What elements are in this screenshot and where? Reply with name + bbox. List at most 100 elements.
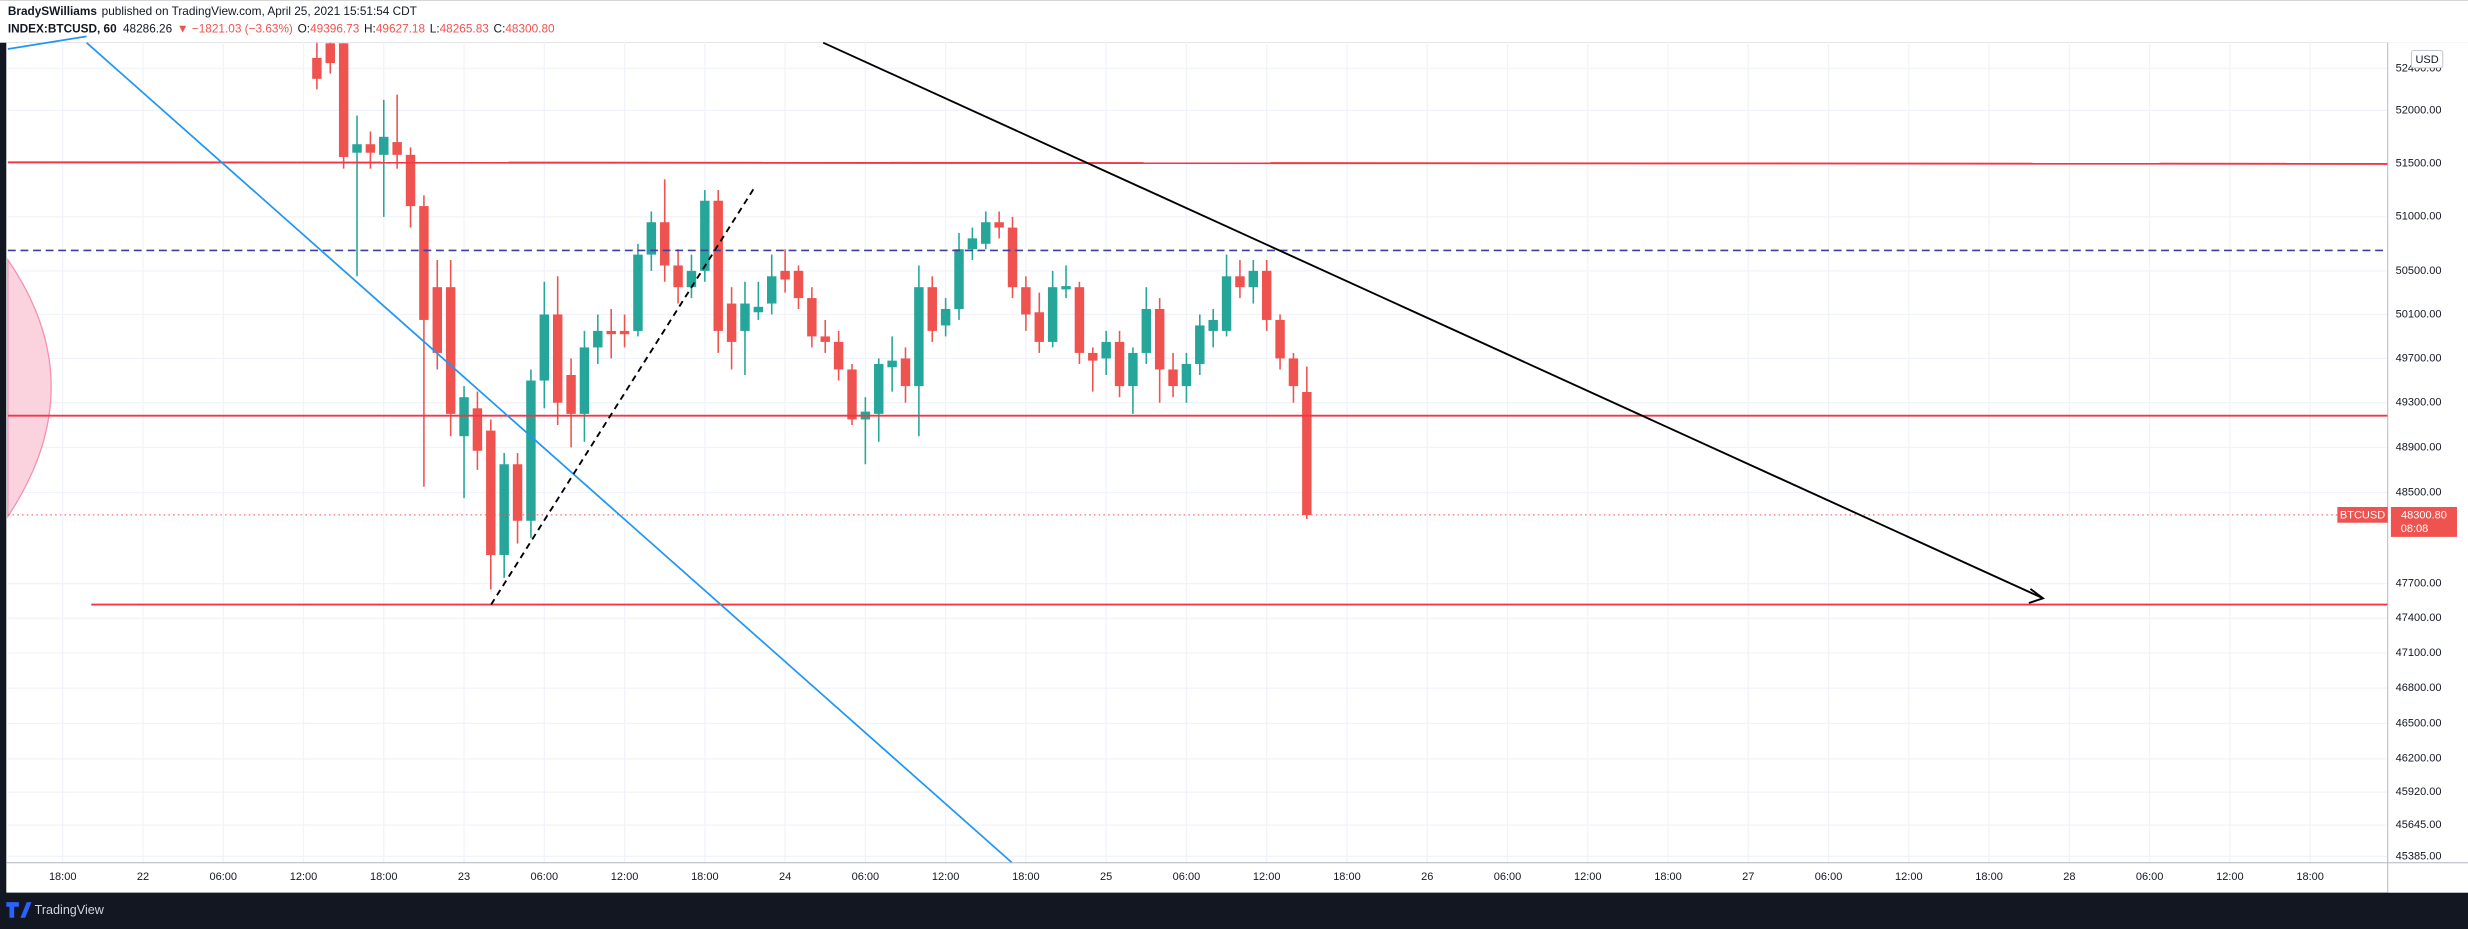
candle-body <box>700 200 710 271</box>
y-tick-label: 52400.00 <box>2396 62 2442 74</box>
y-tick-label: 51500.00 <box>2396 157 2442 169</box>
brand: TradingView <box>35 903 105 917</box>
y-tick-label: 47400.00 <box>2396 612 2442 624</box>
change: ▼ −1821.03 (−3.63%) <box>177 21 293 35</box>
logo <box>6 902 32 918</box>
price-tag <box>2390 506 2457 537</box>
candle-body <box>405 154 416 207</box>
y-tick-label: 46200.00 <box>2396 753 2442 765</box>
candle-body <box>1154 309 1165 370</box>
arrow-head <box>2028 588 2046 604</box>
high-label: H: <box>364 21 376 35</box>
symbol-line: INDEX:BTCUSD, 60 48286.26 ▼ −1821.03 (−3.6… <box>8 21 555 35</box>
candle-body <box>633 254 643 331</box>
candle-body <box>780 270 790 280</box>
x-tick-label: 12:00 <box>1253 871 1281 883</box>
candle-body <box>1288 358 1299 387</box>
candle-body <box>1007 227 1018 288</box>
candle-body <box>914 287 924 387</box>
close-value: 48300.80 <box>505 21 555 35</box>
candle-body <box>325 43 335 64</box>
candle-body <box>392 142 402 155</box>
candle-body <box>954 249 964 310</box>
x-tick-label: 18:00 <box>2296 871 2324 883</box>
candle-body <box>338 43 349 157</box>
x-tick-label: 18:00 <box>49 871 77 883</box>
candle-body <box>432 287 443 353</box>
candle-body <box>499 464 509 555</box>
candle-body <box>365 144 376 153</box>
candle-body <box>419 206 429 320</box>
price-axis <box>2387 42 2468 893</box>
candle-body <box>472 408 483 451</box>
last-price: 48286.26 <box>123 21 173 35</box>
candle-body <box>1261 270 1272 320</box>
symbol-tag-label: BTCUSD <box>2340 510 2385 522</box>
x-tick-label: 06:00 <box>852 871 880 883</box>
x-tick-label: 23 <box>458 871 470 883</box>
candle-body <box>1128 352 1138 387</box>
y-tick-label: 50500.00 <box>2396 265 2442 277</box>
trend-line <box>85 42 1013 864</box>
x-tick-label: 18:00 <box>370 871 398 883</box>
unit-label: USD <box>2415 54 2438 66</box>
open-label: O: <box>298 21 310 35</box>
candle-body <box>900 358 911 387</box>
candle-body <box>486 430 496 555</box>
y-tick-label: 51000.00 <box>2396 211 2442 223</box>
candle-body <box>593 330 603 348</box>
candle-body <box>539 314 550 381</box>
author: BradySWilliams <box>8 4 97 18</box>
candle-body <box>793 270 804 299</box>
drawings <box>7 35 2388 864</box>
candle-body <box>820 336 830 342</box>
y-tick-label: 48900.00 <box>2396 441 2442 453</box>
candle-body <box>927 287 937 331</box>
x-tick-label: 12:00 <box>1574 871 1602 883</box>
low-label: L: <box>430 21 440 35</box>
volume-profile <box>7 257 52 519</box>
x-tick-label: 25 <box>1100 871 1112 883</box>
published: published on TradingView.com, April 25, … <box>102 4 417 18</box>
x-tick-label: 12:00 <box>2216 871 2244 883</box>
candle-body <box>352 144 362 153</box>
x-tick-label: 06:00 <box>2136 871 2164 883</box>
candle-body <box>1275 319 1285 359</box>
candle-body <box>512 464 523 521</box>
x-tick-label: 28 <box>2063 871 2075 883</box>
candle-body <box>833 341 844 370</box>
x-tick-label: 06:00 <box>1494 871 1522 883</box>
high-value: 49627.18 <box>376 21 426 35</box>
candle-body <box>1302 391 1312 516</box>
candle-body <box>994 222 1004 228</box>
candle-body <box>767 276 777 304</box>
candle-body <box>1061 286 1071 290</box>
candle-body <box>1181 363 1192 387</box>
candle-body <box>579 347 590 414</box>
candle-body <box>686 270 697 288</box>
candle-body <box>981 222 991 244</box>
candle-body <box>713 200 723 331</box>
candle-body <box>312 57 322 79</box>
x-tick-label: 12:00 <box>611 871 639 883</box>
candle-body <box>1034 312 1044 342</box>
candle-body <box>1248 270 1259 288</box>
header-bar <box>0 0 2468 43</box>
candle-body <box>379 136 389 155</box>
open-value: 49396.73 <box>310 21 360 35</box>
candle-body <box>874 363 884 414</box>
x-tick-label: 18:00 <box>1654 871 1682 883</box>
candle-body <box>1195 325 1205 364</box>
x-tick-label: 18:00 <box>1975 871 2003 883</box>
y-tick-label: 48500.00 <box>2396 486 2442 498</box>
candle-body <box>459 397 469 437</box>
candle-body <box>887 360 897 368</box>
x-tick-label: 18:00 <box>1333 871 1361 883</box>
candle-body <box>1168 369 1178 387</box>
x-tick-label: 06:00 <box>531 871 559 883</box>
candle-body <box>1208 319 1218 331</box>
candle-body <box>967 238 978 250</box>
y-tick-label: 45920.00 <box>2396 786 2442 798</box>
